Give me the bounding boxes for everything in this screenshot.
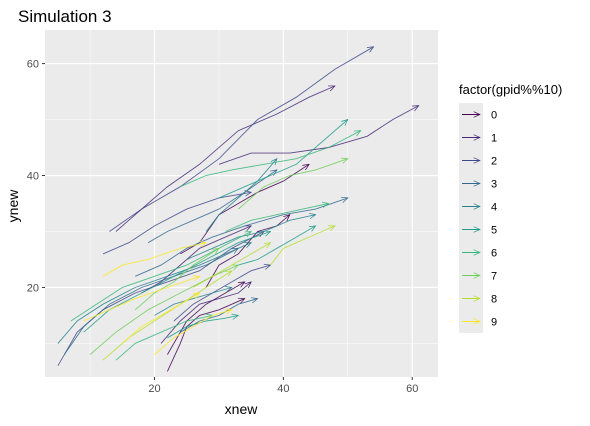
x-tick-label: 20 — [148, 383, 160, 395]
trajectory-line — [238, 226, 315, 266]
y-tick-label: 40 — [27, 171, 39, 183]
trajectory-line — [102, 243, 206, 277]
x-axis: 20 40 60 — [148, 377, 418, 395]
legend-label: 1 — [491, 133, 497, 145]
trajectory-line — [192, 243, 270, 288]
x-tick-label: 40 — [277, 383, 289, 395]
x-tick-label: 60 — [406, 383, 418, 395]
legend-label: 6 — [491, 248, 497, 260]
legend-label: 2 — [491, 156, 497, 168]
y-tick-label: 60 — [27, 59, 39, 71]
trajectory-line — [115, 85, 335, 232]
legend-title: factor(gpid%%10) — [459, 82, 562, 97]
trajectory-line — [141, 225, 252, 294]
legend-key-panel — [459, 103, 483, 333]
legend-label: 9 — [491, 317, 497, 329]
legend-label: 7 — [491, 271, 497, 283]
trajectory-line — [180, 130, 360, 188]
trajectory-line — [122, 293, 199, 344]
y-axis-title: ynew — [5, 189, 21, 223]
chart-title: Simulation 3 — [18, 7, 112, 26]
trajectory-line — [173, 265, 271, 322]
trajectory-line — [205, 159, 277, 232]
trajectory-line — [57, 242, 251, 344]
legend-label: 3 — [491, 179, 497, 191]
x-axis-title: xnew — [225, 401, 259, 417]
y-axis: 20 40 60 — [27, 59, 45, 294]
trajectory-line — [167, 315, 238, 339]
series-group — [57, 47, 419, 372]
trajectory-line — [154, 310, 232, 355]
trajectory-line — [109, 47, 373, 232]
trajectory-line — [218, 120, 348, 199]
trajectory-line — [83, 276, 200, 322]
trajectory-line — [225, 204, 328, 232]
plot-panel — [45, 30, 438, 377]
trajectory-line — [89, 264, 238, 355]
trajectory-line — [135, 198, 348, 277]
legend-label: 5 — [491, 225, 497, 237]
legend: factor(gpid%%10) 0 1 2 3 4 5 6 7 8 9 — [459, 82, 562, 333]
legend-label: 0 — [491, 110, 497, 122]
trajectory-line — [147, 170, 277, 244]
y-tick-label: 20 — [27, 282, 39, 294]
legend-label: 4 — [491, 202, 497, 214]
trajectory-line — [166, 298, 244, 372]
trajectory-line — [102, 192, 251, 255]
trajectory-line — [238, 159, 347, 210]
grid — [45, 30, 438, 377]
trajectory-line — [63, 247, 238, 355]
trajectory-line — [270, 225, 335, 266]
trajectory-line — [57, 231, 264, 367]
legend-label: 8 — [491, 294, 497, 306]
trajectory-line — [115, 315, 213, 361]
trajectory-line — [134, 248, 219, 311]
